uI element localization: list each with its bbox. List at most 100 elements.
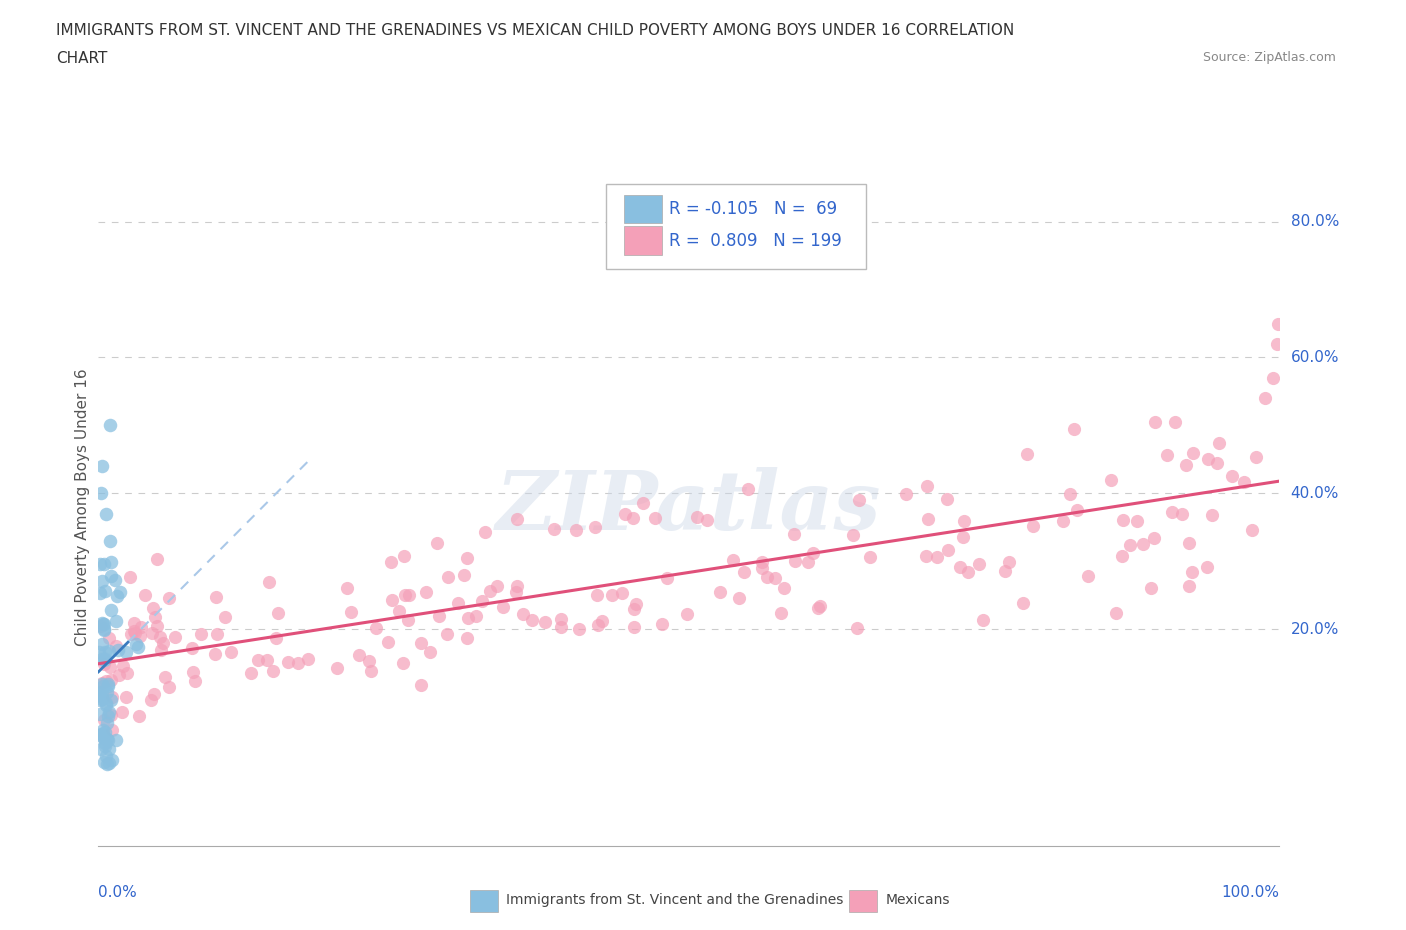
Point (163, 630, 186, 644)
Point (246, 653, 269, 668)
Point (783, 526, 806, 541)
Point (125, 636, 148, 651)
Point (807, 601, 830, 616)
Point (157, 591, 180, 605)
Point (339, 604, 361, 619)
Point (89, 687, 111, 702)
Point (915, 549, 938, 564)
Point (808, 598, 831, 613)
Point (1063, 422, 1085, 437)
Point (124, 626, 146, 641)
Point (94, 673, 117, 688)
Point (917, 512, 939, 526)
Point (90, 618, 112, 633)
Point (91, 685, 114, 700)
Point (1195, 560, 1218, 575)
FancyBboxPatch shape (606, 184, 866, 270)
Point (90, 458, 112, 473)
Point (93, 621, 115, 636)
Point (94, 506, 117, 521)
Point (1132, 537, 1154, 551)
Point (98, 659, 121, 674)
Point (264, 631, 287, 645)
Point (623, 619, 645, 634)
Point (127, 640, 149, 655)
Point (93, 754, 115, 769)
Point (97, 709, 120, 724)
Point (785, 554, 807, 569)
Point (1267, 316, 1289, 331)
Point (381, 593, 404, 608)
Point (100, 693, 122, 708)
Point (115, 665, 138, 680)
Point (1077, 568, 1099, 583)
Point (1181, 565, 1204, 579)
Point (97, 742, 120, 757)
Point (364, 620, 387, 635)
Point (1170, 507, 1192, 522)
Point (394, 587, 416, 602)
Point (1111, 549, 1133, 564)
Point (89, 727, 111, 742)
Point (277, 655, 299, 670)
Point (447, 596, 470, 611)
Point (953, 514, 976, 529)
Point (149, 630, 172, 644)
Point (142, 686, 165, 701)
Point (1119, 538, 1142, 552)
Text: 60.0%: 60.0% (1291, 350, 1339, 365)
Point (91, 726, 114, 741)
Point (100, 708, 122, 723)
Point (676, 606, 699, 621)
Point (655, 571, 678, 586)
Point (623, 602, 645, 617)
Point (1197, 452, 1219, 467)
Point (543, 521, 565, 536)
Point (1201, 508, 1223, 523)
Point (122, 616, 145, 631)
Point (453, 567, 475, 582)
Point (506, 512, 529, 526)
Point (685, 510, 707, 525)
Point (104, 733, 127, 748)
Point (1178, 536, 1201, 551)
Point (520, 613, 543, 628)
Point (94, 583, 117, 598)
Point (89, 586, 111, 601)
Point (1126, 513, 1149, 528)
Point (97, 676, 120, 691)
Point (550, 619, 572, 634)
Point (91, 678, 114, 693)
Point (426, 536, 449, 551)
Point (568, 621, 591, 636)
Point (1233, 474, 1256, 489)
Point (436, 627, 458, 642)
Point (204, 646, 226, 661)
Point (111, 658, 134, 673)
Point (94, 651, 117, 666)
Text: 0.0%: 0.0% (98, 885, 138, 900)
Point (1164, 415, 1187, 430)
Point (94, 738, 117, 753)
Point (763, 571, 786, 586)
Point (727, 591, 749, 605)
Point (457, 611, 479, 626)
Point (949, 559, 972, 574)
Point (773, 580, 796, 595)
Point (755, 569, 778, 584)
Point (391, 656, 413, 671)
Point (93, 623, 115, 638)
Point (859, 550, 882, 565)
Point (181, 664, 204, 679)
Point (190, 626, 212, 641)
Point (142, 600, 165, 615)
Point (1177, 579, 1199, 594)
Point (1144, 414, 1167, 429)
Point (93, 657, 115, 671)
Point (1143, 531, 1166, 546)
Point (411, 635, 433, 650)
Point (91, 616, 114, 631)
Point (129, 629, 152, 644)
Point (107, 643, 129, 658)
Point (737, 482, 759, 497)
